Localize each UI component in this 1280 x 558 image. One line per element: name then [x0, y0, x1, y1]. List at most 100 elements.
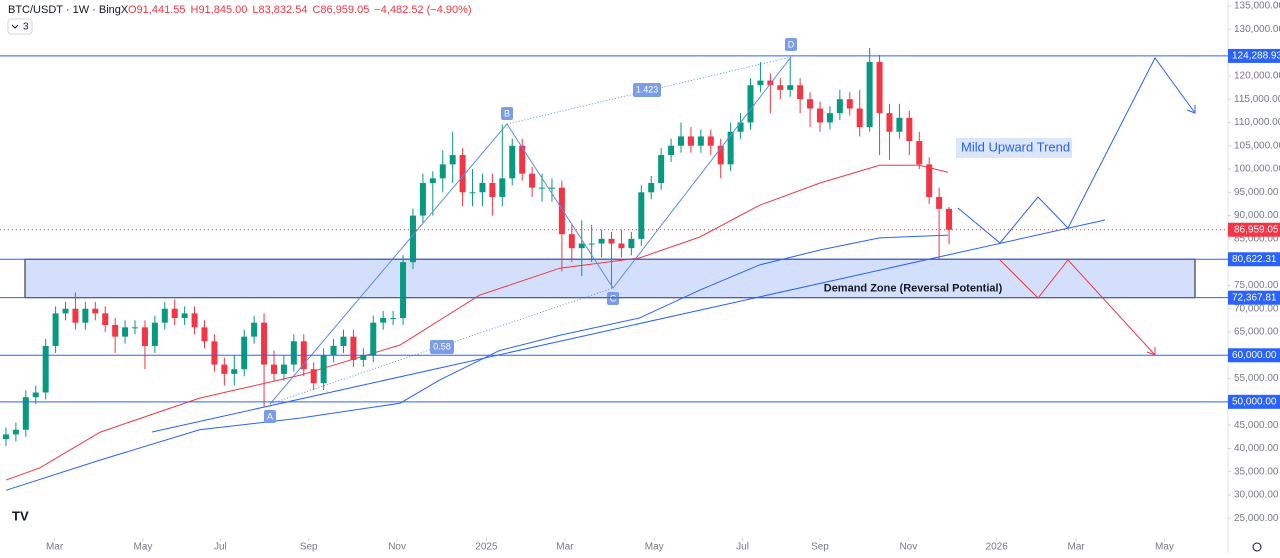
candle-body — [836, 99, 843, 114]
candle-body — [916, 141, 923, 165]
price-label: 60,000.00 — [1232, 350, 1277, 361]
candle-body — [826, 113, 833, 123]
candle-body — [926, 164, 933, 197]
x-tick-label: Mar — [1067, 542, 1085, 553]
candle-body — [866, 61, 873, 128]
point-label: D — [788, 39, 795, 49]
candle-body — [32, 392, 39, 398]
ratio-box — [430, 340, 454, 354]
candle-body — [598, 238, 605, 244]
a-c-dotted — [269, 287, 614, 405]
last-price-label: 86,959.05 — [1234, 224, 1279, 235]
y-tick-label: 65,000.00 — [1234, 327, 1279, 338]
candle-body — [608, 238, 615, 244]
y-tick-label: 85,000.00 — [1234, 234, 1279, 245]
candle-body — [280, 364, 287, 374]
demand-zone — [24, 258, 1196, 299]
candle-body — [529, 173, 536, 188]
candle-body — [697, 136, 704, 146]
indicator-count[interactable]: 3 — [23, 22, 29, 33]
demand-zone-layer: Demand Zone (Reversal Potential) — [24, 258, 1196, 299]
candle-body — [82, 308, 89, 323]
candle-body — [112, 325, 119, 337]
label-box — [607, 292, 619, 305]
candle-body — [787, 85, 794, 90]
candle-body — [658, 155, 665, 183]
point-label: B — [504, 108, 510, 118]
y-tick-label: 105,000.00 — [1234, 140, 1280, 151]
candle-body — [320, 355, 327, 384]
pattern-abcd — [269, 56, 792, 405]
x-tick-label: 2025 — [475, 542, 498, 553]
candle-body — [687, 136, 694, 146]
x-tick-label: Nov — [388, 542, 406, 553]
projection-up — [957, 57, 1196, 244]
candle-body — [400, 262, 407, 319]
candle-body — [270, 364, 277, 374]
candle-body — [370, 322, 377, 356]
indicator-toggle[interactable] — [7, 18, 33, 35]
last-price-box — [1228, 222, 1280, 237]
candle-body — [936, 196, 943, 209]
candle-body — [449, 155, 456, 165]
y-tick-label: 75,000.00 — [1234, 280, 1279, 291]
price-label: 80,622.31 — [1232, 254, 1277, 265]
y-tick-label: 55,000.00 — [1234, 373, 1279, 384]
y-tick-label: 95,000.00 — [1234, 187, 1279, 198]
x-tick-label: Sep — [811, 542, 829, 553]
x-tick-label: May — [645, 542, 664, 553]
arrow-up-head — [1186, 105, 1196, 114]
candle-body — [668, 145, 675, 156]
trendline — [151, 219, 1106, 433]
moving-average — [5, 164, 949, 481]
candle-body — [419, 182, 426, 216]
price-label-box — [1228, 394, 1280, 409]
candle-body — [201, 327, 208, 342]
y-tick-label: 35,000.00 — [1234, 466, 1279, 477]
ohlc-value: O91,441.55 — [128, 4, 186, 16]
y-tick-label: 110,000.00 — [1234, 117, 1280, 128]
candle-body — [171, 308, 178, 319]
logo: TV — [12, 508, 29, 523]
candle-body — [499, 178, 506, 197]
price-label: 50,000.00 — [1232, 396, 1277, 407]
trend-box — [956, 138, 1072, 158]
ratio-box — [633, 83, 661, 97]
point-label: C — [610, 293, 617, 303]
price-label-box — [1228, 348, 1280, 363]
candle-body — [727, 131, 734, 165]
candle-body — [469, 192, 476, 194]
x-tick-label: May — [133, 542, 152, 553]
candle-body — [102, 313, 109, 326]
candle-body — [856, 108, 863, 128]
candle-body — [489, 182, 496, 197]
settings-icon[interactable] — [1252, 542, 1262, 552]
moving-average — [5, 234, 949, 491]
ohlc: O91,441.55 H91,845.00 L83,832.54 C86,959.05… — [128, 4, 472, 16]
x-tick-label: 2026 — [986, 542, 1009, 553]
candle-body — [12, 429, 19, 435]
candle-body — [290, 341, 297, 365]
candle-body — [72, 308, 79, 323]
y-tick-label: 100,000.00 — [1234, 164, 1280, 175]
b-d-dotted — [506, 56, 792, 125]
candle-body — [509, 145, 516, 179]
ohlc-value: L83,832.54 — [252, 4, 307, 16]
candle-body — [161, 308, 168, 323]
demand-zone-label: Demand Zone (Reversal Potential) — [824, 283, 1003, 295]
candle-body — [737, 122, 744, 132]
candle-body — [906, 117, 913, 142]
candle-body — [638, 192, 645, 239]
candle-body — [231, 369, 238, 374]
point-labels: A B C D 1.423 0.58 Mild Upward Trend — [264, 38, 1072, 423]
y-tick-label: 45,000.00 — [1234, 420, 1279, 431]
candle-body — [221, 364, 228, 374]
candle-body — [886, 113, 893, 132]
candle-body — [578, 243, 585, 249]
price-label: 124,288.93 — [1232, 51, 1280, 62]
y-tick-label: 90,000.00 — [1234, 210, 1279, 221]
chevron — [11, 24, 19, 29]
projection-down — [999, 259, 1156, 356]
y-tick-label: 120,000.00 — [1234, 71, 1280, 82]
